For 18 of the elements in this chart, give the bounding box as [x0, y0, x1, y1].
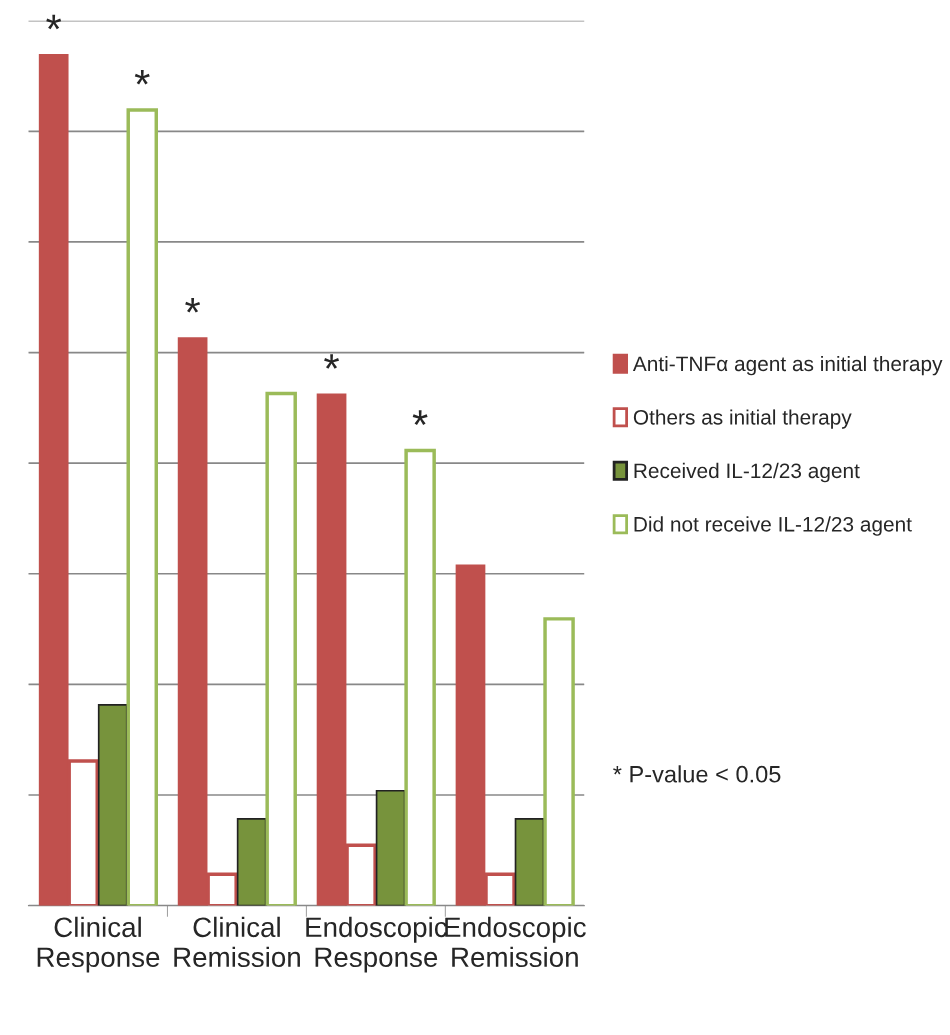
annotation: * [324, 354, 340, 369]
legend-label: Others as initial therapy [633, 409, 852, 429]
bar [236, 817, 267, 906]
text: * P-value < 0.05 [613, 765, 781, 783]
legend-label: Did not receive IL-12/23 agent [634, 516, 912, 536]
x-tick-label: Clinical Remission [174, 916, 300, 968]
x-tick-label: Endoscopic Remission [445, 916, 586, 968]
text: * [46, 14, 62, 30]
x-tick-label: Clinical Response [37, 916, 160, 973]
x-tick-label: Endoscopic Response [306, 916, 447, 973]
annotation: * [134, 69, 150, 85]
bar [375, 789, 406, 906]
bar [514, 817, 545, 906]
annotation: * [412, 410, 428, 425]
legend-label: Received IL-12/23 agent [634, 462, 860, 483]
bar [97, 703, 128, 906]
legend-label: Anti-TNFα agent as initial therapy [632, 355, 943, 376]
annotation: * [185, 297, 201, 313]
